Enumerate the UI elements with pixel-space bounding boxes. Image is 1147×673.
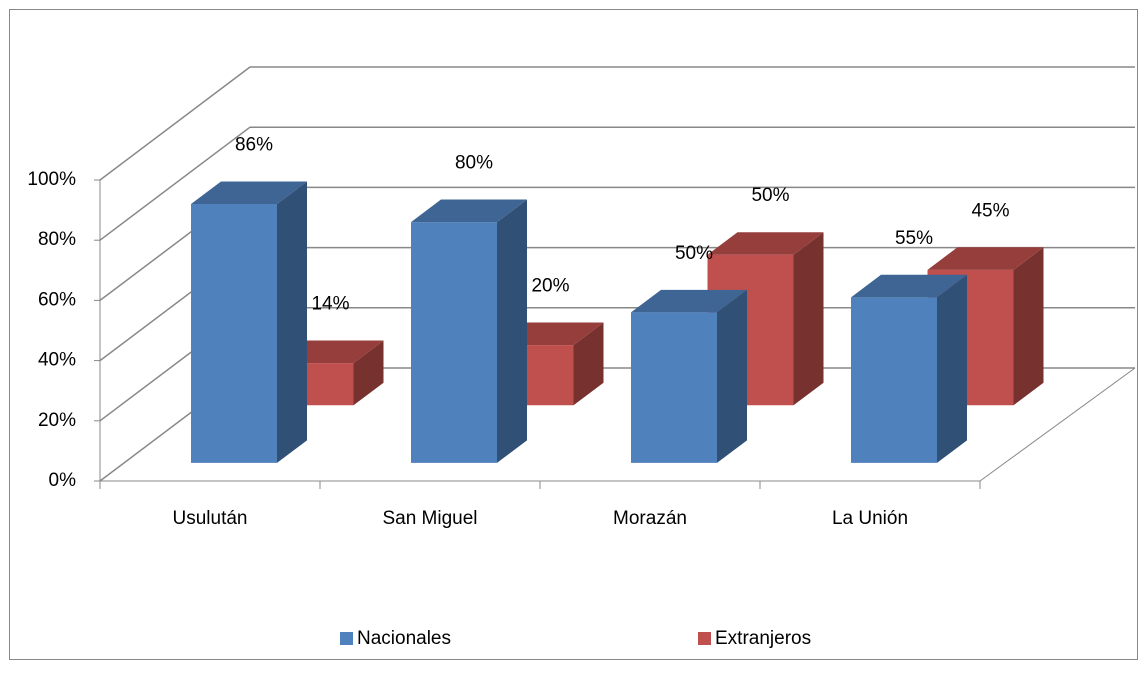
data-label: 14% [311, 294, 349, 315]
x-tick-label: Morazán [613, 508, 687, 529]
bar [631, 289, 747, 463]
y-tick-label: 0% [49, 470, 77, 491]
data-label: 80% [455, 153, 493, 174]
x-tick-label: La Unión [832, 508, 908, 529]
y-tick-label: 100% [27, 169, 76, 190]
bar-top [927, 247, 1044, 270]
bar-side [573, 322, 604, 406]
legend-swatch [698, 632, 711, 645]
bar-top [631, 289, 747, 313]
y-tick-label: 80% [38, 229, 76, 250]
legend-label: Extranjeros [715, 628, 811, 649]
bar-side [717, 289, 747, 463]
bar-top [411, 199, 527, 223]
x-tick-label: Usulután [173, 508, 248, 529]
grid-line [99, 126, 1135, 241]
bar-top [851, 274, 967, 298]
floor-edge [979, 367, 1136, 482]
bar-front [411, 222, 497, 463]
grid-line [99, 66, 1135, 181]
data-label: 50% [751, 185, 789, 206]
bar-top [707, 232, 824, 255]
legend-swatch [340, 632, 353, 645]
data-label: 86% [235, 134, 273, 155]
bar-front [631, 312, 717, 463]
bar-side [937, 274, 967, 463]
bar [191, 181, 307, 463]
y-tick-label: 40% [38, 350, 76, 371]
x-tick-label: San Miguel [382, 508, 477, 529]
bar-side [793, 232, 824, 406]
bar-front [851, 297, 937, 463]
bar-side [277, 181, 307, 463]
data-label: 50% [675, 243, 713, 264]
data-label: 55% [895, 228, 933, 249]
bar-side [353, 340, 384, 406]
bar [411, 199, 527, 463]
bar-side [497, 199, 527, 463]
data-label: 20% [531, 276, 569, 297]
bar [851, 274, 967, 463]
bar-front [191, 204, 277, 463]
y-tick-label: 60% [38, 289, 76, 310]
bar-top [191, 181, 307, 205]
y-tick-label: 20% [38, 410, 76, 431]
legend-label: Nacionales [357, 628, 451, 649]
data-label: 45% [971, 200, 1009, 221]
bar-side [1013, 247, 1044, 406]
